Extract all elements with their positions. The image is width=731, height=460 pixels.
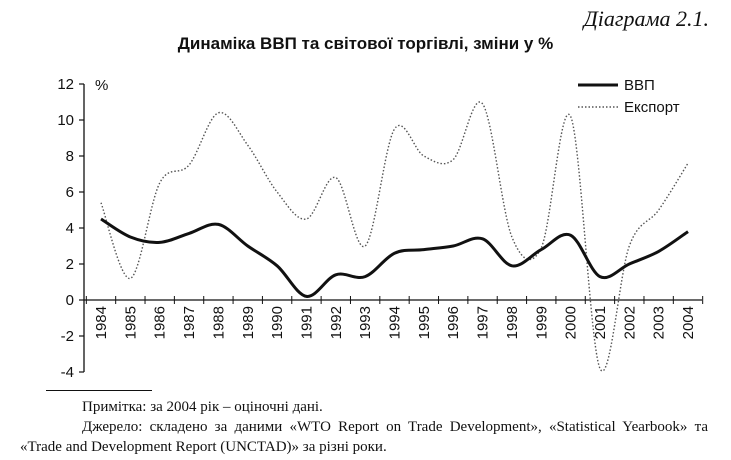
chart-axes: 12 10 8 6 4 2 0 -2 -4% 1984 1985 1986 1987 1988 1989 19… <box>57 76 704 381</box>
y-tick-label: 6 <box>66 184 74 201</box>
x-tick-label: 1999 <box>533 306 550 339</box>
legend-label: Експорт <box>624 99 680 116</box>
x-tick-label: 2001 <box>592 306 609 339</box>
x-tick-label: 1988 <box>210 306 227 339</box>
chart-title: Динаміка ВВП та світової торгівлі, зміни… <box>177 34 554 53</box>
y-tick-label: 8 <box>66 148 74 165</box>
x-tick-label: 1992 <box>328 306 345 339</box>
x-tick-label: 2003 <box>651 306 668 339</box>
legend-label: ВВП <box>624 77 655 94</box>
chart-notes: Примітка: за 2004 рік – оціночні дані. Д… <box>20 397 708 457</box>
y-tick-label: 2 <box>66 256 74 273</box>
chart-legend: ВВП Експорт <box>578 77 680 116</box>
y-tick-label: 4 <box>66 220 74 237</box>
x-tick-label: 1989 <box>240 306 257 339</box>
y-tick-label: 10 <box>57 112 74 129</box>
source-text: Джерело: складено за даними «WTO Report … <box>20 419 708 455</box>
x-tick-label: 2000 <box>563 306 580 339</box>
series-line-export <box>100 101 689 372</box>
x-tick-label: 1984 <box>93 306 110 339</box>
y-axis-unit-label: % <box>95 77 108 94</box>
x-tick-label: 2002 <box>621 306 638 339</box>
x-tick-label: 1991 <box>298 306 315 339</box>
x-tick-label: 1990 <box>269 306 286 339</box>
line-chart: 12 10 8 6 4 2 0 -2 -4% 1984 1985 1986 1987 1988 1989 19… <box>57 76 704 381</box>
x-tick-label: 1997 <box>475 306 492 339</box>
notes-divider <box>46 390 152 391</box>
x-tick-label: 1987 <box>181 306 198 339</box>
x-tick-label: 1996 <box>445 306 462 339</box>
y-tick-label: -2 <box>61 328 74 345</box>
series-layer <box>100 101 689 372</box>
x-tick-label: 1993 <box>357 306 374 339</box>
x-tick-label: 1998 <box>504 306 521 339</box>
x-tick-label: 2004 <box>680 306 697 339</box>
y-tick-label: -4 <box>61 364 74 381</box>
x-tick-label: 1995 <box>416 306 433 339</box>
note-text: Примітка: за 2004 рік – оціночні дані. <box>82 399 323 415</box>
series-line-gdp <box>100 217 689 298</box>
y-tick-label: 0 <box>66 292 74 309</box>
x-tick-label: 1985 <box>122 306 139 339</box>
x-tick-label: 1986 <box>152 306 169 339</box>
x-tick-label: 1994 <box>387 306 404 339</box>
figure-caption: Діаграма 2.1. <box>583 6 709 31</box>
y-tick-label: 12 <box>57 76 74 93</box>
